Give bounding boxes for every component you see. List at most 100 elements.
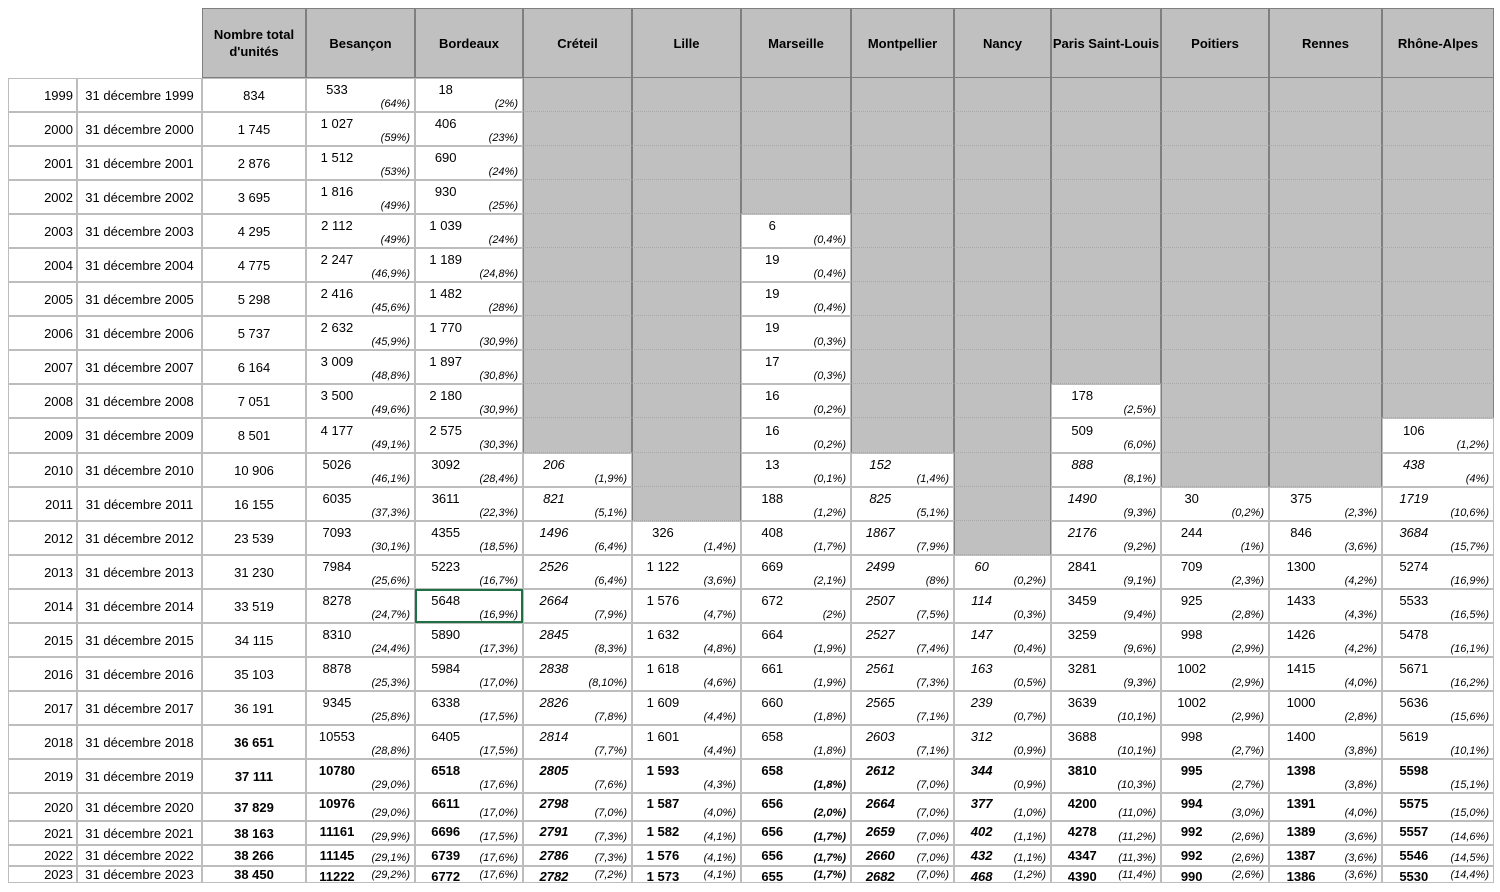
data-cell[interactable]: 8310 (24,4%)	[306, 623, 415, 657]
year-cell[interactable]: 2012	[8, 521, 77, 555]
year-cell[interactable]: 2009	[8, 418, 77, 453]
data-cell[interactable]: 5671 (16,2%)	[1382, 657, 1494, 691]
empty-grey-cell[interactable]	[954, 214, 1051, 248]
date-cell[interactable]: 31 décembre 2002	[77, 180, 202, 214]
empty-grey-cell[interactable]	[954, 453, 1051, 487]
data-cell[interactable]: 1 039 (24%)	[415, 214, 523, 248]
empty-grey-cell[interactable]	[1269, 112, 1382, 146]
data-cell[interactable]: 672 (2%)	[741, 589, 851, 623]
data-cell[interactable]: 8878 (25,3%)	[306, 657, 415, 691]
data-cell[interactable]: 10976 (29,0%)	[306, 793, 415, 821]
empty-grey-cell[interactable]	[954, 78, 1051, 112]
date-cell[interactable]: 31 décembre 2016	[77, 657, 202, 691]
data-cell[interactable]: 1719 (10,6%)	[1382, 487, 1494, 521]
empty-grey-cell[interactable]	[741, 146, 851, 180]
empty-grey-cell[interactable]	[1161, 146, 1269, 180]
data-cell[interactable]: 2682 (7,0%)	[851, 866, 954, 884]
date-cell[interactable]: 31 décembre 2003	[77, 214, 202, 248]
data-cell[interactable]: 106 (1,2%)	[1382, 418, 1494, 453]
data-cell[interactable]: 408 (1,7%)	[741, 521, 851, 555]
date-cell[interactable]: 31 décembre 2001	[77, 146, 202, 180]
year-cell[interactable]: 2021	[8, 821, 77, 845]
empty-grey-cell[interactable]	[851, 248, 954, 282]
empty-grey-cell[interactable]	[954, 350, 1051, 384]
empty-grey-cell[interactable]	[523, 112, 632, 146]
total-cell[interactable]: 8 501	[202, 418, 306, 453]
data-cell[interactable]: 19 (0,4%)	[741, 248, 851, 282]
empty-grey-cell[interactable]	[1269, 146, 1382, 180]
empty-grey-cell[interactable]	[1051, 78, 1161, 112]
total-cell[interactable]: 5 298	[202, 282, 306, 316]
empty-grey-cell[interactable]	[1161, 350, 1269, 384]
data-cell[interactable]: 655 (1,7%)	[741, 866, 851, 884]
empty-grey-cell[interactable]	[1051, 350, 1161, 384]
data-cell[interactable]: 5557 (14,6%)	[1382, 821, 1494, 845]
data-cell[interactable]: 432 (1,1%)	[954, 845, 1051, 866]
data-cell[interactable]: 998 (2,7%)	[1161, 725, 1269, 759]
data-cell[interactable]: 10553 (28,8%)	[306, 725, 415, 759]
data-cell[interactable]: 1 618 (4,6%)	[632, 657, 741, 691]
empty-grey-cell[interactable]	[632, 112, 741, 146]
data-cell[interactable]: 1867 (7,9%)	[851, 521, 954, 555]
date-cell[interactable]: 31 décembre 2005	[77, 282, 202, 316]
data-cell[interactable]: 5575 (15,0%)	[1382, 793, 1494, 821]
data-cell[interactable]: 2 112 (49%)	[306, 214, 415, 248]
column-header[interactable]: Nombre total d'unités	[202, 8, 306, 78]
data-cell[interactable]: 206 (1,9%)	[523, 453, 632, 487]
data-cell[interactable]: 656 (1,7%)	[741, 821, 851, 845]
data-cell[interactable]: 821 (5,1%)	[523, 487, 632, 521]
data-cell[interactable]: 995 (2,7%)	[1161, 759, 1269, 793]
empty-grey-cell[interactable]	[1161, 453, 1269, 487]
empty-grey-cell[interactable]	[632, 487, 741, 521]
total-cell[interactable]: 31 230	[202, 555, 306, 589]
data-cell[interactable]: 990 (2,6%)	[1161, 866, 1269, 884]
data-cell[interactable]: 163 (0,5%)	[954, 657, 1051, 691]
data-cell[interactable]: 1 576 (4,7%)	[632, 589, 741, 623]
data-cell[interactable]: 16 (0,2%)	[741, 418, 851, 453]
empty-grey-cell[interactable]	[523, 214, 632, 248]
empty-grey-cell[interactable]	[523, 316, 632, 350]
column-header[interactable]: Montpellier	[851, 8, 954, 78]
data-cell[interactable]: 2659 (7,0%)	[851, 821, 954, 845]
data-cell[interactable]: 1496 (6,4%)	[523, 521, 632, 555]
empty-grey-cell[interactable]	[1382, 112, 1494, 146]
empty-grey-cell[interactable]	[1161, 112, 1269, 146]
data-cell[interactable]: 992 (2,6%)	[1161, 845, 1269, 866]
column-header[interactable]: Besançon	[306, 8, 415, 78]
total-cell[interactable]: 35 103	[202, 657, 306, 691]
empty-grey-cell[interactable]	[1382, 350, 1494, 384]
data-cell[interactable]: 5546 (14,5%)	[1382, 845, 1494, 866]
date-cell[interactable]: 31 décembre 2004	[77, 248, 202, 282]
data-cell[interactable]: 6338 (17,5%)	[415, 691, 523, 725]
data-cell[interactable]: 2499 (8%)	[851, 555, 954, 589]
data-cell[interactable]: 2814 (7,7%)	[523, 725, 632, 759]
data-cell[interactable]: 114 (0,3%)	[954, 589, 1051, 623]
date-cell[interactable]: 31 décembre 2007	[77, 350, 202, 384]
empty-grey-cell[interactable]	[632, 350, 741, 384]
data-cell[interactable]: 2826 (7,8%)	[523, 691, 632, 725]
data-cell[interactable]: 1 816 (49%)	[306, 180, 415, 214]
data-cell[interactable]: 4278 (11,2%)	[1051, 821, 1161, 845]
data-cell[interactable]: 6035 (37,3%)	[306, 487, 415, 521]
data-cell[interactable]: 6696 (17,5%)	[415, 821, 523, 845]
year-cell[interactable]: 2005	[8, 282, 77, 316]
date-cell[interactable]: 31 décembre 2013	[77, 555, 202, 589]
empty-grey-cell[interactable]	[632, 384, 741, 418]
data-cell[interactable]: 825 (5,1%)	[851, 487, 954, 521]
date-cell[interactable]: 31 décembre 2023	[77, 866, 202, 883]
year-cell[interactable]: 2000	[8, 112, 77, 146]
year-cell[interactable]: 2019	[8, 759, 77, 793]
data-cell[interactable]: 5478 (16,1%)	[1382, 623, 1494, 657]
data-cell[interactable]: 1386 (3,6%)	[1269, 866, 1382, 884]
total-cell[interactable]: 37 829	[202, 793, 306, 821]
data-cell[interactable]: 2 575 (30,3%)	[415, 418, 523, 453]
data-cell[interactable]: 344 (0,9%)	[954, 759, 1051, 793]
empty-grey-cell[interactable]	[1269, 418, 1382, 453]
year-cell[interactable]: 2006	[8, 316, 77, 350]
data-cell[interactable]: 2786 (7,3%)	[523, 845, 632, 866]
empty-grey-cell[interactable]	[1269, 248, 1382, 282]
empty-grey-cell[interactable]	[851, 350, 954, 384]
data-cell[interactable]: 18 (2%)	[415, 78, 523, 112]
empty-grey-cell[interactable]	[1051, 112, 1161, 146]
data-cell[interactable]: 1 582 (4,1%)	[632, 821, 741, 845]
